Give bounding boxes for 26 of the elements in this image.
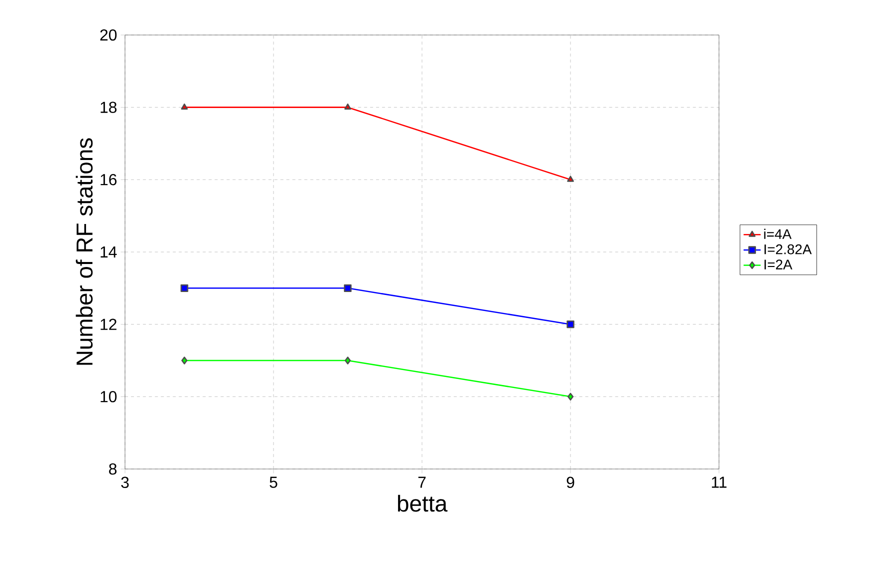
x-axis-title: betta <box>398 494 448 512</box>
point <box>344 103 352 110</box>
legend-label: I=2.82A <box>764 244 812 254</box>
point <box>344 284 352 292</box>
legend-label: I=2A <box>764 260 792 270</box>
y-tick-label: 12 <box>100 318 116 330</box>
y-tick-label: 10 <box>100 391 117 402</box>
x-tick-label: 3 <box>121 476 129 488</box>
x-tick-label: 7 <box>418 476 426 488</box>
y-tick-label: 18 <box>100 102 117 113</box>
point <box>567 392 574 400</box>
point <box>180 103 188 110</box>
point <box>567 176 574 182</box>
point <box>180 284 188 292</box>
y-tick-label: 20 <box>100 29 117 41</box>
y-axis-title: Number of RF stations <box>76 138 93 365</box>
point <box>566 320 574 328</box>
point <box>344 356 351 364</box>
y-tick-label: 16 <box>100 174 117 186</box>
x-tick-label: 9 <box>566 476 574 488</box>
point <box>181 356 188 364</box>
y-tick-label: 8 <box>109 463 117 475</box>
y-tick-label: 14 <box>100 246 117 258</box>
x-tick-label: 5 <box>270 476 278 488</box>
x-tick-label: 11 <box>712 476 726 488</box>
legend-label: i=4A <box>764 228 792 239</box>
